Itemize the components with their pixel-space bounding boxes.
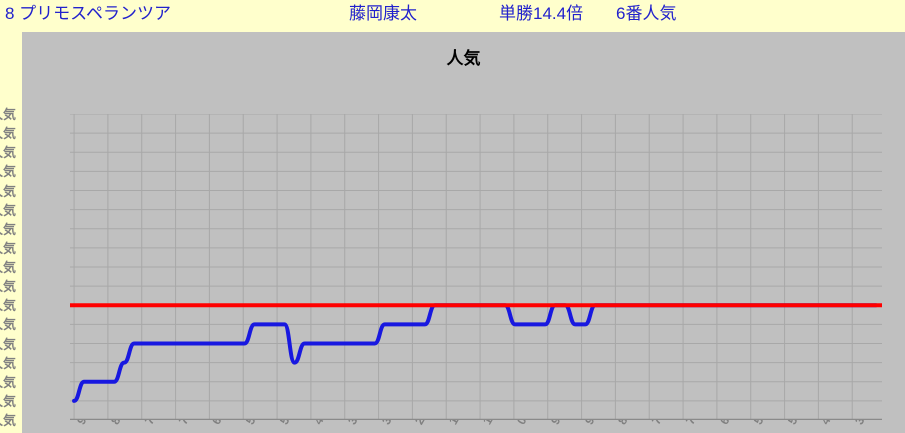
x-tick-label: 7	[649, 420, 665, 427]
y-tick-label: 16人気	[0, 107, 16, 122]
x-tick-label: 6	[716, 420, 733, 427]
chart-panel: 人気 0人気 1人気 2人気 3人気 4人気 5人気 6人気 7人気 8人気 9人気 10人気 11人…	[0, 32, 905, 433]
x-tick-label: 9	[74, 420, 90, 427]
x-tick-label: 4	[310, 420, 327, 427]
y-tick-label: 4人気	[0, 336, 16, 352]
y-tick-label: 14人気	[0, 145, 16, 161]
y-tick-label: 13人気	[0, 164, 16, 180]
x-tick-label: 8	[107, 420, 124, 427]
y-tick-label: 1人気	[0, 393, 16, 409]
jockey-name: 藤岡康太	[349, 4, 417, 23]
y-tick-label: 7人気	[0, 279, 16, 295]
y-tick-label: 12人気	[0, 183, 16, 199]
x-tick-label: 5	[784, 420, 801, 427]
y-axis-tick-labels: 0人気 1人気 2人気 3人気 4人気 5人気 6人気 7人気 8人気 9人気 10人気 11人気 12…	[0, 108, 16, 427]
x-tick-label: 4	[818, 420, 834, 427]
horse-number-and-name: 8 プリモスペランツア	[5, 4, 171, 23]
popularity-rank: 6番人気	[616, 4, 677, 23]
x-tick-label: 8	[615, 420, 631, 427]
y-tick-label: 0人気	[0, 413, 16, 428]
x-tick-label: 7	[683, 420, 699, 427]
y-tick-label: 15人気	[0, 126, 16, 142]
y-tick-label: 10人気	[0, 221, 16, 237]
x-tick-label: 9	[581, 420, 598, 427]
x-tick-label: 7	[175, 420, 192, 427]
x-tick-label: 3	[852, 420, 868, 427]
x-tick-label: 3	[344, 420, 361, 427]
plot-area	[70, 114, 882, 420]
x-tick-label: 5	[750, 420, 767, 427]
series-line	[72, 303, 878, 403]
header-bar: 8 プリモスペランツア 藤岡康太 単勝14.4倍 6番人気	[0, 0, 905, 32]
x-tick-label: 5	[277, 420, 293, 427]
x-tick-label: 0	[513, 420, 530, 427]
y-tick-label: 6人気	[0, 298, 16, 314]
y-tick-label: 11人気	[0, 202, 16, 218]
x-axis-tick-labels: 9 8 7 7 6 5 5 4 3 3 2 1 1 0 9 9 8 7 7 6 5 5 4 3	[70, 420, 882, 433]
x-tick-label: 7	[141, 420, 158, 427]
x-tick-label: 5	[243, 420, 259, 427]
x-tick-label: 1	[446, 420, 462, 427]
y-tick-label: 5人気	[0, 317, 16, 333]
y-tick-label: 2人気	[0, 374, 16, 390]
x-tick-label: 1	[480, 420, 496, 427]
x-tick-label: 6	[209, 420, 225, 427]
chart-series-layer	[70, 303, 882, 403]
x-tick-label: 9	[547, 420, 564, 427]
y-tick-label: 3人気	[0, 355, 16, 371]
x-tick-label: 2	[412, 420, 428, 427]
win-odds: 単勝14.4倍	[499, 4, 584, 23]
chart-title: 人気	[446, 49, 481, 68]
y-tick-label: 9人気	[0, 240, 16, 256]
y-tick-label: 8人気	[0, 260, 16, 275]
x-tick-label: 3	[378, 420, 395, 427]
